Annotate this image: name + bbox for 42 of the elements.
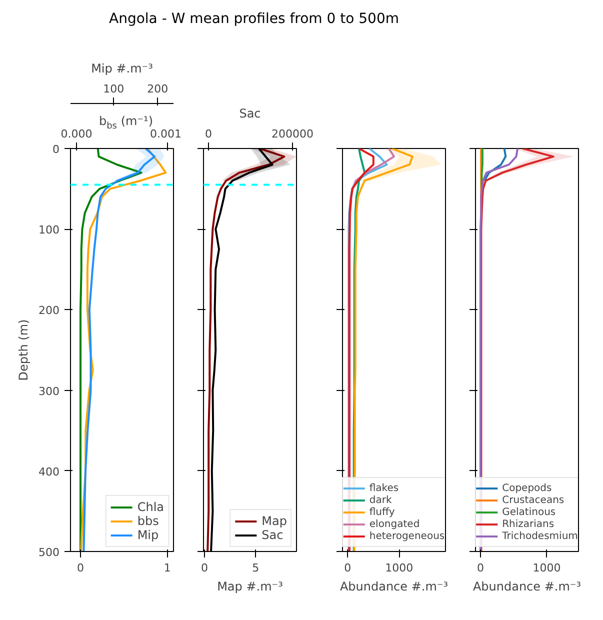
x-tick-label: 0	[344, 562, 352, 574]
x2-axis-title: Mip #.m⁻³	[91, 62, 154, 76]
x2-tick-label: 0.001	[150, 128, 182, 140]
x2-tick-label: 0	[205, 128, 212, 140]
y-tick-label: 400	[38, 465, 60, 478]
legend-label: dark	[369, 494, 392, 506]
x-tick-label: 0	[476, 562, 484, 574]
x-axis-title: Map #.m⁻³	[217, 580, 284, 594]
legend-label: Gelatinous	[502, 506, 556, 518]
x2-tick-label: 100	[103, 82, 124, 96]
text: Rhizarians	[502, 518, 554, 530]
legend-label: Sac	[262, 528, 284, 542]
legend-label: Mip	[137, 528, 159, 542]
legend-label: fluffy	[369, 506, 395, 518]
legend-label: Trichodesmium	[502, 530, 578, 542]
x-tick-label: 1000	[532, 562, 561, 574]
legend-label: elongated	[369, 518, 420, 530]
x-tick-label: 1	[164, 562, 171, 574]
x2-tick-label: 200000	[272, 128, 314, 140]
x-tick-label: 5	[252, 562, 260, 574]
y-tick-label: 0	[52, 143, 60, 156]
y-tick-label: 300	[38, 384, 60, 398]
y-axis-title: Depth (m)	[16, 319, 31, 381]
x-axis-title: Abundance #.m⁻³	[340, 580, 448, 594]
legend-label: heterogeneous	[369, 530, 445, 542]
legend-label: Crustaceans	[502, 494, 564, 506]
chart-title: Angola - W mean profiles from 0 to 500m	[108, 10, 400, 29]
x2-tick-label: 200	[147, 82, 168, 96]
x-tick-label: 1000	[385, 562, 414, 574]
legend-label: Map	[262, 514, 287, 528]
legend-label: Chla	[137, 500, 164, 514]
legend-label: bbs	[137, 514, 159, 528]
legend-label: flakes	[369, 482, 399, 494]
y-tick-label: 100	[38, 224, 60, 237]
legend-label: Copepods	[502, 482, 552, 494]
x2-axis-title: Sac	[239, 106, 261, 120]
x-tick-label: 0	[201, 562, 208, 574]
y-tick-label: 200	[38, 304, 60, 318]
x2-tick-label: 0.000	[60, 128, 92, 140]
x-axis-title: Abundance #.m⁻³	[472, 580, 582, 594]
x-tick-label: 0	[76, 562, 84, 574]
y-tick-label: 500	[38, 546, 60, 559]
